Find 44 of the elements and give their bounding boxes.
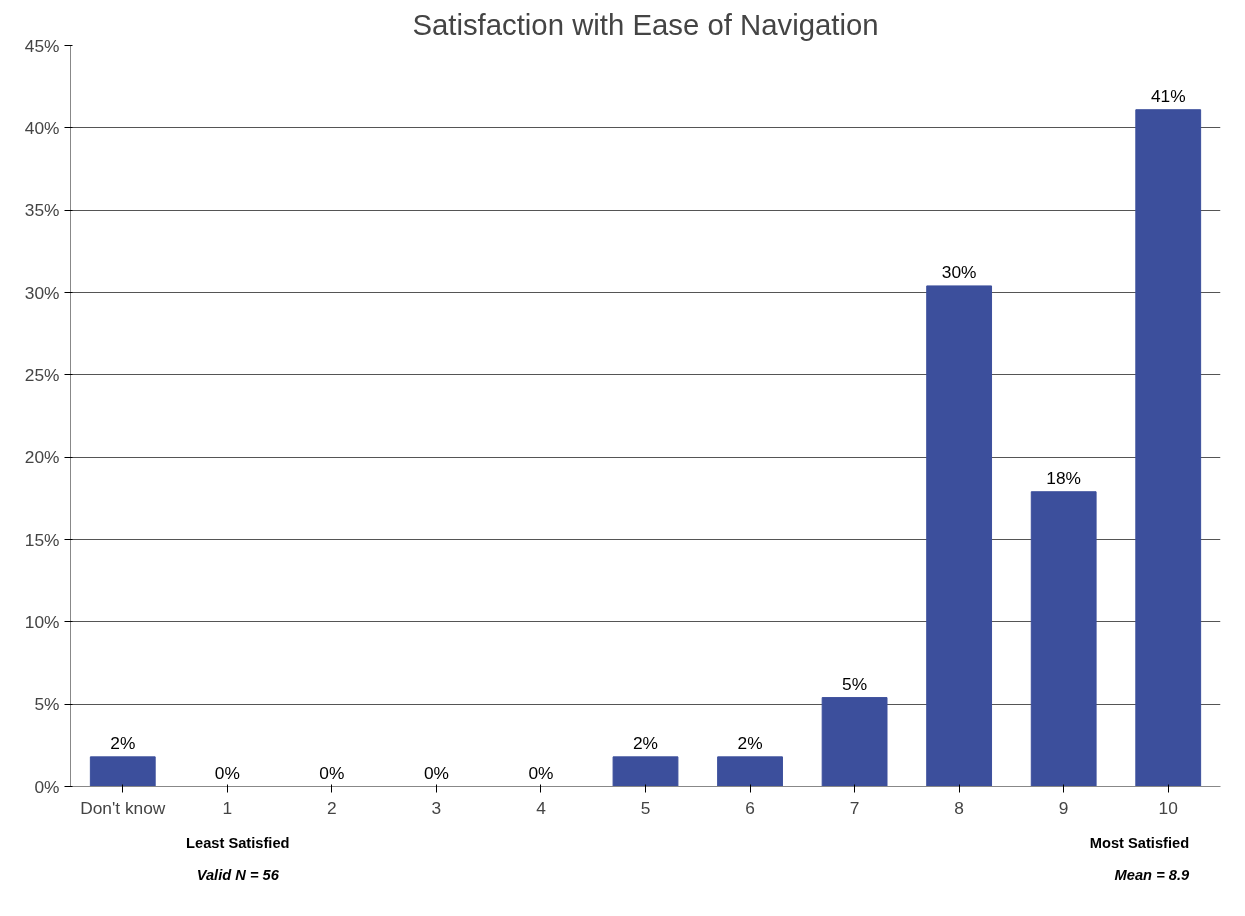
- text: Least Satisfied: [186, 835, 290, 851]
- bar: [1135, 109, 1202, 787]
- data-label: 2%: [110, 732, 136, 753]
- data-label: 5%: [842, 673, 868, 694]
- data-label: 0%: [528, 762, 554, 783]
- bar: [717, 756, 783, 787]
- y-tick-label: 40%: [24, 117, 60, 138]
- x-tick-label: 9: [1058, 797, 1069, 818]
- x-tick-label: 8: [954, 797, 964, 818]
- text: Mean = 8.9: [1114, 866, 1190, 883]
- bar: [612, 756, 679, 787]
- y-tick-label: 35%: [24, 200, 60, 221]
- data-label: 30%: [941, 261, 977, 282]
- y-tick-label: 45%: [24, 35, 60, 56]
- bar: [1030, 491, 1097, 787]
- bar: [89, 756, 156, 787]
- chart-title: Satisfaction with Ease of Navigation: [412, 7, 879, 41]
- x-tick-label: Don't know: [80, 797, 166, 818]
- data-label: 0%: [319, 762, 345, 783]
- bar: [926, 285, 993, 787]
- y-tick-label: 30%: [24, 282, 60, 303]
- data-label: 0%: [423, 762, 449, 783]
- data-label: 41%: [1150, 85, 1186, 106]
- data-label: 18%: [1046, 467, 1082, 488]
- data-label: 2%: [632, 732, 659, 753]
- y-tick-label: 20%: [24, 447, 60, 468]
- x-tick-label: 4: [536, 797, 547, 818]
- x-tick-label: 7: [849, 797, 860, 818]
- x-tick-label: 2: [327, 797, 337, 818]
- y-tick-label: 15%: [24, 529, 60, 550]
- data-label: 0%: [214, 762, 240, 783]
- y-tick-label: 25%: [24, 364, 60, 385]
- text: Valid N = 56: [196, 866, 280, 883]
- x-tick-label: 6: [745, 797, 755, 818]
- x-tick-label: 3: [431, 797, 442, 818]
- x-tick-label: 10: [1158, 797, 1178, 818]
- y-tick-label: 10%: [24, 611, 60, 632]
- x-tick-label: 5: [640, 797, 651, 818]
- x-tick-label: 1: [222, 797, 233, 818]
- data-label: 2%: [737, 732, 763, 753]
- bar: [821, 697, 888, 787]
- text: Most Satisfied: [1089, 835, 1190, 851]
- y-tick-label: 0%: [34, 776, 60, 797]
- y-tick-label: 5%: [34, 694, 60, 715]
